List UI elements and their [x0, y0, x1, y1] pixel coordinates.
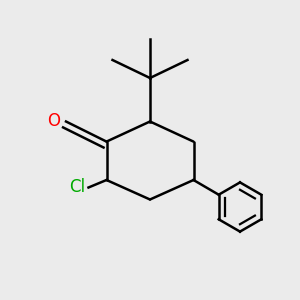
Text: O: O [47, 112, 60, 130]
Text: Cl: Cl [69, 178, 85, 196]
